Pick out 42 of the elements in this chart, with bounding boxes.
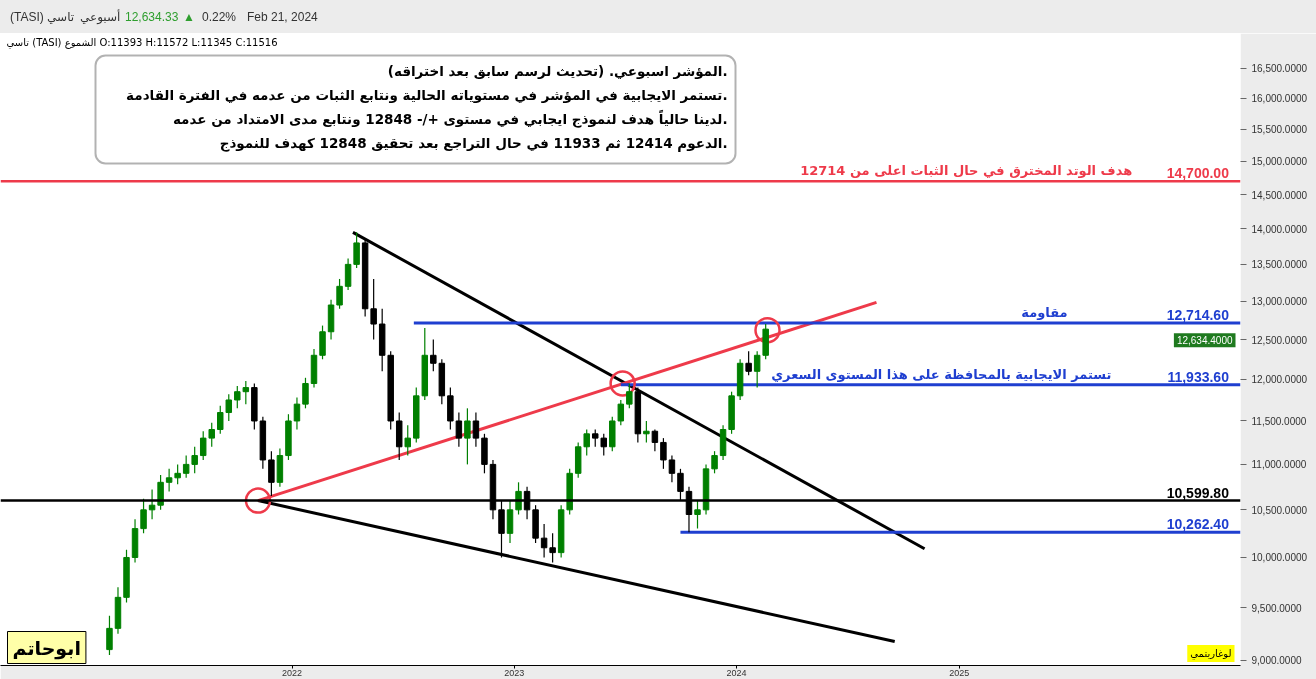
annotation: 12,714.60 [1166, 306, 1230, 323]
annotation: 14,700.00 [1166, 165, 1230, 182]
y-tick-label: 9,000.0000 [1251, 655, 1302, 667]
y-tick-label: 10,500.0000 [1251, 504, 1308, 516]
annotation: المؤشر اسبوعي. (تحديث لرسم سابق بعد اختراقه). [387, 62, 728, 79]
annotation: 10,262.40 [1166, 516, 1230, 533]
text: أسبوعي [80, 9, 121, 26]
y-tick-label: 16,000.0000 [1251, 93, 1308, 105]
x-tick-label: 2022 [282, 667, 303, 678]
y-tick-label: 14,000.0000 [1251, 223, 1308, 235]
annotation: ابوحاتم [12, 636, 81, 660]
annotation: تستمر الايجابية في المؤشر في مستوياته الحالية ونتابع الثبات من عدمه في الفترة القادمة. [126, 86, 728, 103]
y-tick-label: 14,500.0000 [1251, 189, 1308, 201]
y-tick-label: 10,000.0000 [1251, 552, 1308, 564]
y-tick-label: 11,500.0000 [1251, 415, 1307, 427]
annotation: لدينا حالياً هدف لنموذج ايجابي في مستوى +/- 12848 ونتابع مدى الامتداد من عدمه. [172, 108, 728, 128]
y-tick-label: 16,500.0000 [1251, 63, 1308, 75]
text: تاسي (TASI) [10, 9, 75, 26]
annotation: 12,634.4000 [1176, 335, 1233, 347]
x-tick-label: 2023 [504, 667, 525, 678]
annotation: مقاومة [1021, 304, 1068, 320]
annotation: 10,599.80 [1166, 484, 1230, 501]
annotation: هدف الوتد المخترق في حال الثبات اعلى من 12714 [800, 163, 1133, 179]
annotation: 11,933.60 [1167, 368, 1230, 385]
y-tick-label: 15,500.0000 [1251, 124, 1308, 136]
text: ▲ [183, 9, 195, 26]
y-tick-label: 11,000.0000 [1251, 459, 1307, 471]
y-tick-label: 13,500.0000 [1251, 259, 1308, 271]
annotation: الدعوم 12414 ثم 11933 في حال التراجع بعد تحقيق 12848 كهدف للنموذج. [219, 134, 728, 152]
y-tick-label: 12,500.0000 [1251, 334, 1308, 346]
text: 0.22% [202, 9, 237, 26]
text: تاسي (TASI) الشموع O:11393 H:11572 L:11345 C:11516 [6, 37, 278, 48]
x-tick-label: 2025 [949, 667, 970, 678]
y-tick-label: 13,000.0000 [1251, 296, 1308, 308]
annotation: تستمر الايجابية بالمحافظة على هذا المستوى السعري [771, 366, 1112, 382]
y-tick-label: 9,500.0000 [1251, 602, 1302, 614]
text: 12,634.33 [125, 9, 179, 26]
y-tick-label: 12,000.0000 [1251, 374, 1308, 386]
annotation: لوغاريتمي [1190, 648, 1232, 660]
y-tick-label: 15,000.0000 [1251, 156, 1308, 168]
x-tick-label: 2024 [726, 667, 747, 678]
text: Feb 21, 2024 [247, 9, 318, 26]
